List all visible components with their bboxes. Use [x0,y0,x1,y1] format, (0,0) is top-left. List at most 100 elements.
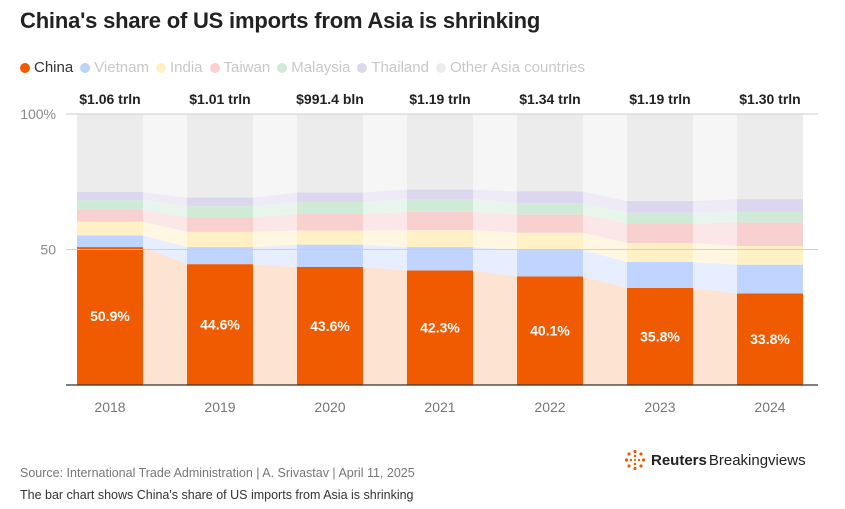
bar-thailand-2024 [737,199,803,212]
band-malaysia [693,211,737,224]
bar-other-asia-countries-2023 [627,114,693,201]
legend-item-thailand[interactable]: Thailand [357,59,429,76]
band-china [363,266,407,385]
bar-taiwan-2024 [737,222,803,246]
band-vietnam [363,244,407,271]
band-india [583,232,627,262]
bar-malaysia-2021 [407,199,473,212]
bar-china-2018 [77,247,143,385]
band-malaysia [583,203,627,224]
total-label: $1.01 trln [189,91,250,107]
legend-label: Taiwan [223,59,271,76]
bar-vietnam-2019 [187,247,253,265]
legend-item-china[interactable]: China [20,59,73,76]
data-label-china: 50.9% [90,308,130,324]
x-tick-label: 2021 [424,399,455,415]
legend-swatch-malaysia [277,62,288,73]
legend: China Vietnam India Taiwan Malaysia Thai… [20,59,592,76]
bar-thailand-2019 [187,197,253,207]
bar-india-2024 [737,245,803,265]
band-china [143,247,187,385]
band-taiwan [253,213,297,232]
total-label: $1.19 trln [629,91,690,107]
band-other-asia-countries [473,114,517,192]
data-label-china: 33.8% [750,331,790,347]
legend-label: Thailand [371,59,429,76]
band-taiwan [473,211,517,233]
bar-taiwan-2018 [77,209,143,222]
band-china [253,264,297,385]
band-india [693,242,737,265]
band-taiwan [143,209,187,232]
bar-china-2023 [627,287,693,385]
bar-india-2019 [187,231,253,248]
bar-vietnam-2021 [407,247,473,271]
bar-other-asia-countries-2020 [297,114,363,193]
bar-vietnam-2024 [737,264,803,294]
bar-thailand-2018 [77,192,143,201]
bar-india-2023 [627,242,693,262]
legend-label: Other Asia countries [449,59,586,76]
band-vietnam [473,247,517,277]
legend-swatch-other-asia [435,62,446,73]
bar-india-2021 [407,230,473,248]
reuters-dots-icon [624,449,646,471]
band-thailand [143,192,187,207]
bar-thailand-2020 [297,192,363,203]
band-taiwan [693,222,737,246]
band-malaysia [253,202,297,218]
bar-malaysia-2024 [737,211,803,223]
total-label: $1.30 trln [739,91,800,107]
legend-swatch-vietnam [80,62,91,73]
legend-item-other-asia[interactable]: Other Asia countries [435,59,586,76]
bar-vietnam-2018 [77,235,143,248]
total-label: $1.06 trln [79,91,140,107]
band-india [253,230,297,248]
band-other-asia-countries [253,114,297,198]
total-label: $1.34 trln [519,91,580,107]
chart-caption: The bar chart shows China's share of US … [20,488,414,502]
band-india [143,221,187,248]
legend-label: India [169,59,203,76]
bar-taiwan-2020 [297,213,363,231]
legend-item-malaysia[interactable]: Malaysia [277,59,350,76]
legend-label: China [34,59,74,76]
band-thailand [583,191,627,213]
bar-china-2020 [297,266,363,385]
bar-china-2019 [187,264,253,385]
band-taiwan [583,214,627,243]
bar-india-2018 [77,221,143,236]
bar-india-2022 [517,232,583,251]
x-tick-label: 2022 [534,399,565,415]
source-note: Source: International Trade Administrati… [20,466,415,480]
band-other-asia-countries [693,114,737,201]
bar-taiwan-2023 [627,223,693,243]
legend-label: Malaysia [291,59,351,76]
brand-breakingviews: Breakingviews [708,451,806,469]
y-tick-label: 100% [20,106,56,122]
bar-taiwan-2021 [407,211,473,231]
bar-other-asia-countries-2018 [77,114,143,193]
band-thailand [253,192,297,207]
band-china [473,270,517,385]
x-tick-label: 2023 [644,399,675,415]
legend-item-vietnam[interactable]: Vietnam [80,59,149,76]
total-label: $1.19 trln [409,91,470,107]
legend-label: Vietnam [94,59,149,76]
band-other-asia-countries [363,114,407,193]
bar-malaysia-2022 [517,203,583,215]
legend-item-taiwan[interactable]: Taiwan [209,59,271,76]
bar-china-2021 [407,270,473,385]
band-india [473,230,517,251]
band-malaysia [143,200,187,218]
legend-item-india[interactable]: India [155,59,203,76]
band-thailand [363,189,407,203]
band-other-asia-countries [143,114,187,198]
band-malaysia [473,199,517,215]
x-tick-label: 2024 [754,399,785,415]
bar-thailand-2022 [517,191,583,204]
band-vietnam [253,244,297,267]
reuters-breakingviews-logo: Reuters Breakingviews [624,449,806,471]
bar-malaysia-2023 [627,212,693,224]
bar-other-asia-countries-2019 [187,114,253,198]
